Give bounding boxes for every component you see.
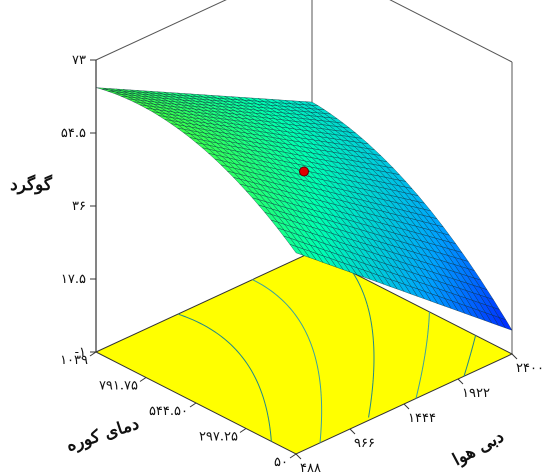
box-edge-top-right [389,0,513,63]
response-surface-mesh [95,87,513,331]
z-tick-label: ۱۷.۵ [61,272,86,287]
floor-contour-line [177,313,272,442]
design-point-marker [299,166,309,177]
z-tick-label: ۳۶ [72,199,86,214]
floor-plane [94,251,514,455]
y-tick-mark [349,428,356,435]
x-tick-label: ۵۴۴.۵۰ [149,404,188,419]
y-tick-mark [403,403,410,410]
x-tick-label: ۱۰۳۹ [60,353,88,368]
box-edge-top-back [95,0,227,61]
z-axis-label: گوگرد [10,174,53,195]
x-tick-mark [289,453,297,459]
y-axis-label: دبی هوا [450,427,508,470]
y-tick-label: ۱۹۲۲ [462,386,490,401]
x-tick-mark [139,377,147,382]
x-tick-label: ۵۰ [274,455,288,470]
y-tick-mark [457,378,464,385]
floor-contour-line [352,272,375,418]
x-tick-mark [189,402,197,408]
y-tick-label: ۲۴۰۰ [516,361,544,376]
y-tick-label: ۴۸۸ [300,461,321,475]
x-tick-label: ۷۹۱.۷۵ [99,379,138,394]
z-tick-label: -۱ [75,345,86,360]
x-tick-label: ۲۹۷.۲۵ [199,430,238,445]
x-tick-mark [239,428,247,433]
floor-contour-line [415,311,430,399]
y-tick-label: ۱۴۴۴ [408,411,436,426]
surface-cell [289,243,304,256]
x-tick-mark [89,351,97,357]
y-tick-mark [295,453,302,460]
y-tick-mark [511,353,518,360]
x-axis-label: دمای کوره [64,414,142,456]
floor-contour-line [252,279,323,443]
z-tick-label: ۵۴.۵ [61,126,86,141]
z-tick-label: ۷۳ [72,53,86,68]
y-tick-label: ۹۶۶ [354,436,375,451]
contour-floor [94,251,514,455]
floor-contour-line [463,335,477,377]
